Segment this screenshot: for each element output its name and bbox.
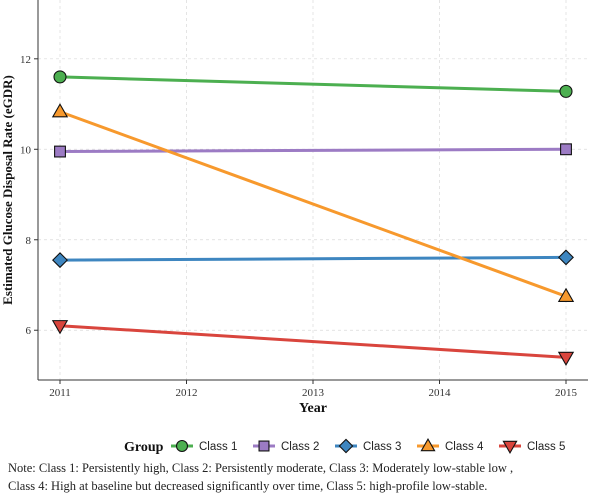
grid-lines (38, 0, 588, 380)
x-tick-label: 2015 (555, 387, 578, 399)
legend-label: Class 5 (527, 441, 565, 453)
series-lines (58, 75, 568, 359)
x-tick-label: 2014 (429, 387, 452, 399)
y-tick-label: 8 (26, 235, 32, 247)
legend-items: Class 1 Class 2 Class 3 Class 4 Class 5 (171, 438, 565, 454)
series-line-4 (58, 110, 568, 298)
x-tick-label: 2012 (176, 387, 198, 399)
x-tick-label: 2013 (302, 387, 325, 399)
data-point-series-3 (558, 249, 574, 266)
series-line-2 (58, 147, 568, 154)
legend-marker (338, 438, 354, 454)
data-point-series-2 (54, 145, 66, 158)
y-tick-label: 12 (20, 54, 31, 66)
legend-label: Class 1 (199, 441, 237, 453)
series-markers (51, 70, 575, 366)
series-line-5 (58, 324, 568, 359)
y-tick-label: 10 (20, 144, 32, 156)
legend-marker (175, 439, 189, 453)
x-tick-labels: 2011 2012 2013 2014 2015 (49, 380, 578, 399)
legend-label: Class 2 (281, 441, 319, 453)
series-line-1 (58, 75, 568, 93)
data-point-series-4 (557, 287, 575, 302)
y-axis-title: Estimated Glucose Disposal Rate (eGDR) (0, 75, 15, 305)
legend: Group Class 1 Class 2 Class 3 Class 4 Class … (124, 438, 565, 455)
chart-note: Note: Class 1: Persistently high, Class … (8, 459, 594, 495)
legend-label: Class 4 (445, 441, 484, 453)
data-point-series-3 (52, 252, 68, 269)
x-tick-label: 2011 (49, 387, 71, 399)
legend-marker (420, 438, 436, 452)
series-line-3 (58, 255, 568, 262)
data-point-series-1 (559, 84, 573, 98)
y-tick-labels: 6 8 10 12 (20, 54, 38, 337)
data-point-series-5 (557, 351, 575, 366)
legend-label: Class 3 (363, 441, 401, 453)
note-line-2: Class 4: High at baseline but decreased … (8, 479, 488, 493)
data-point-series-1 (53, 70, 67, 84)
data-point-series-2 (560, 143, 572, 156)
data-point-series-5 (51, 320, 69, 335)
legend-title: Group (124, 440, 164, 455)
data-point-series-4 (51, 103, 69, 118)
y-tick-label: 6 (26, 325, 32, 337)
legend-marker (258, 440, 270, 452)
legend-marker (502, 440, 518, 454)
note-line-1: Note: Class 1: Persistently high, Class … (8, 461, 514, 475)
x-axis-title: Year (299, 401, 327, 416)
